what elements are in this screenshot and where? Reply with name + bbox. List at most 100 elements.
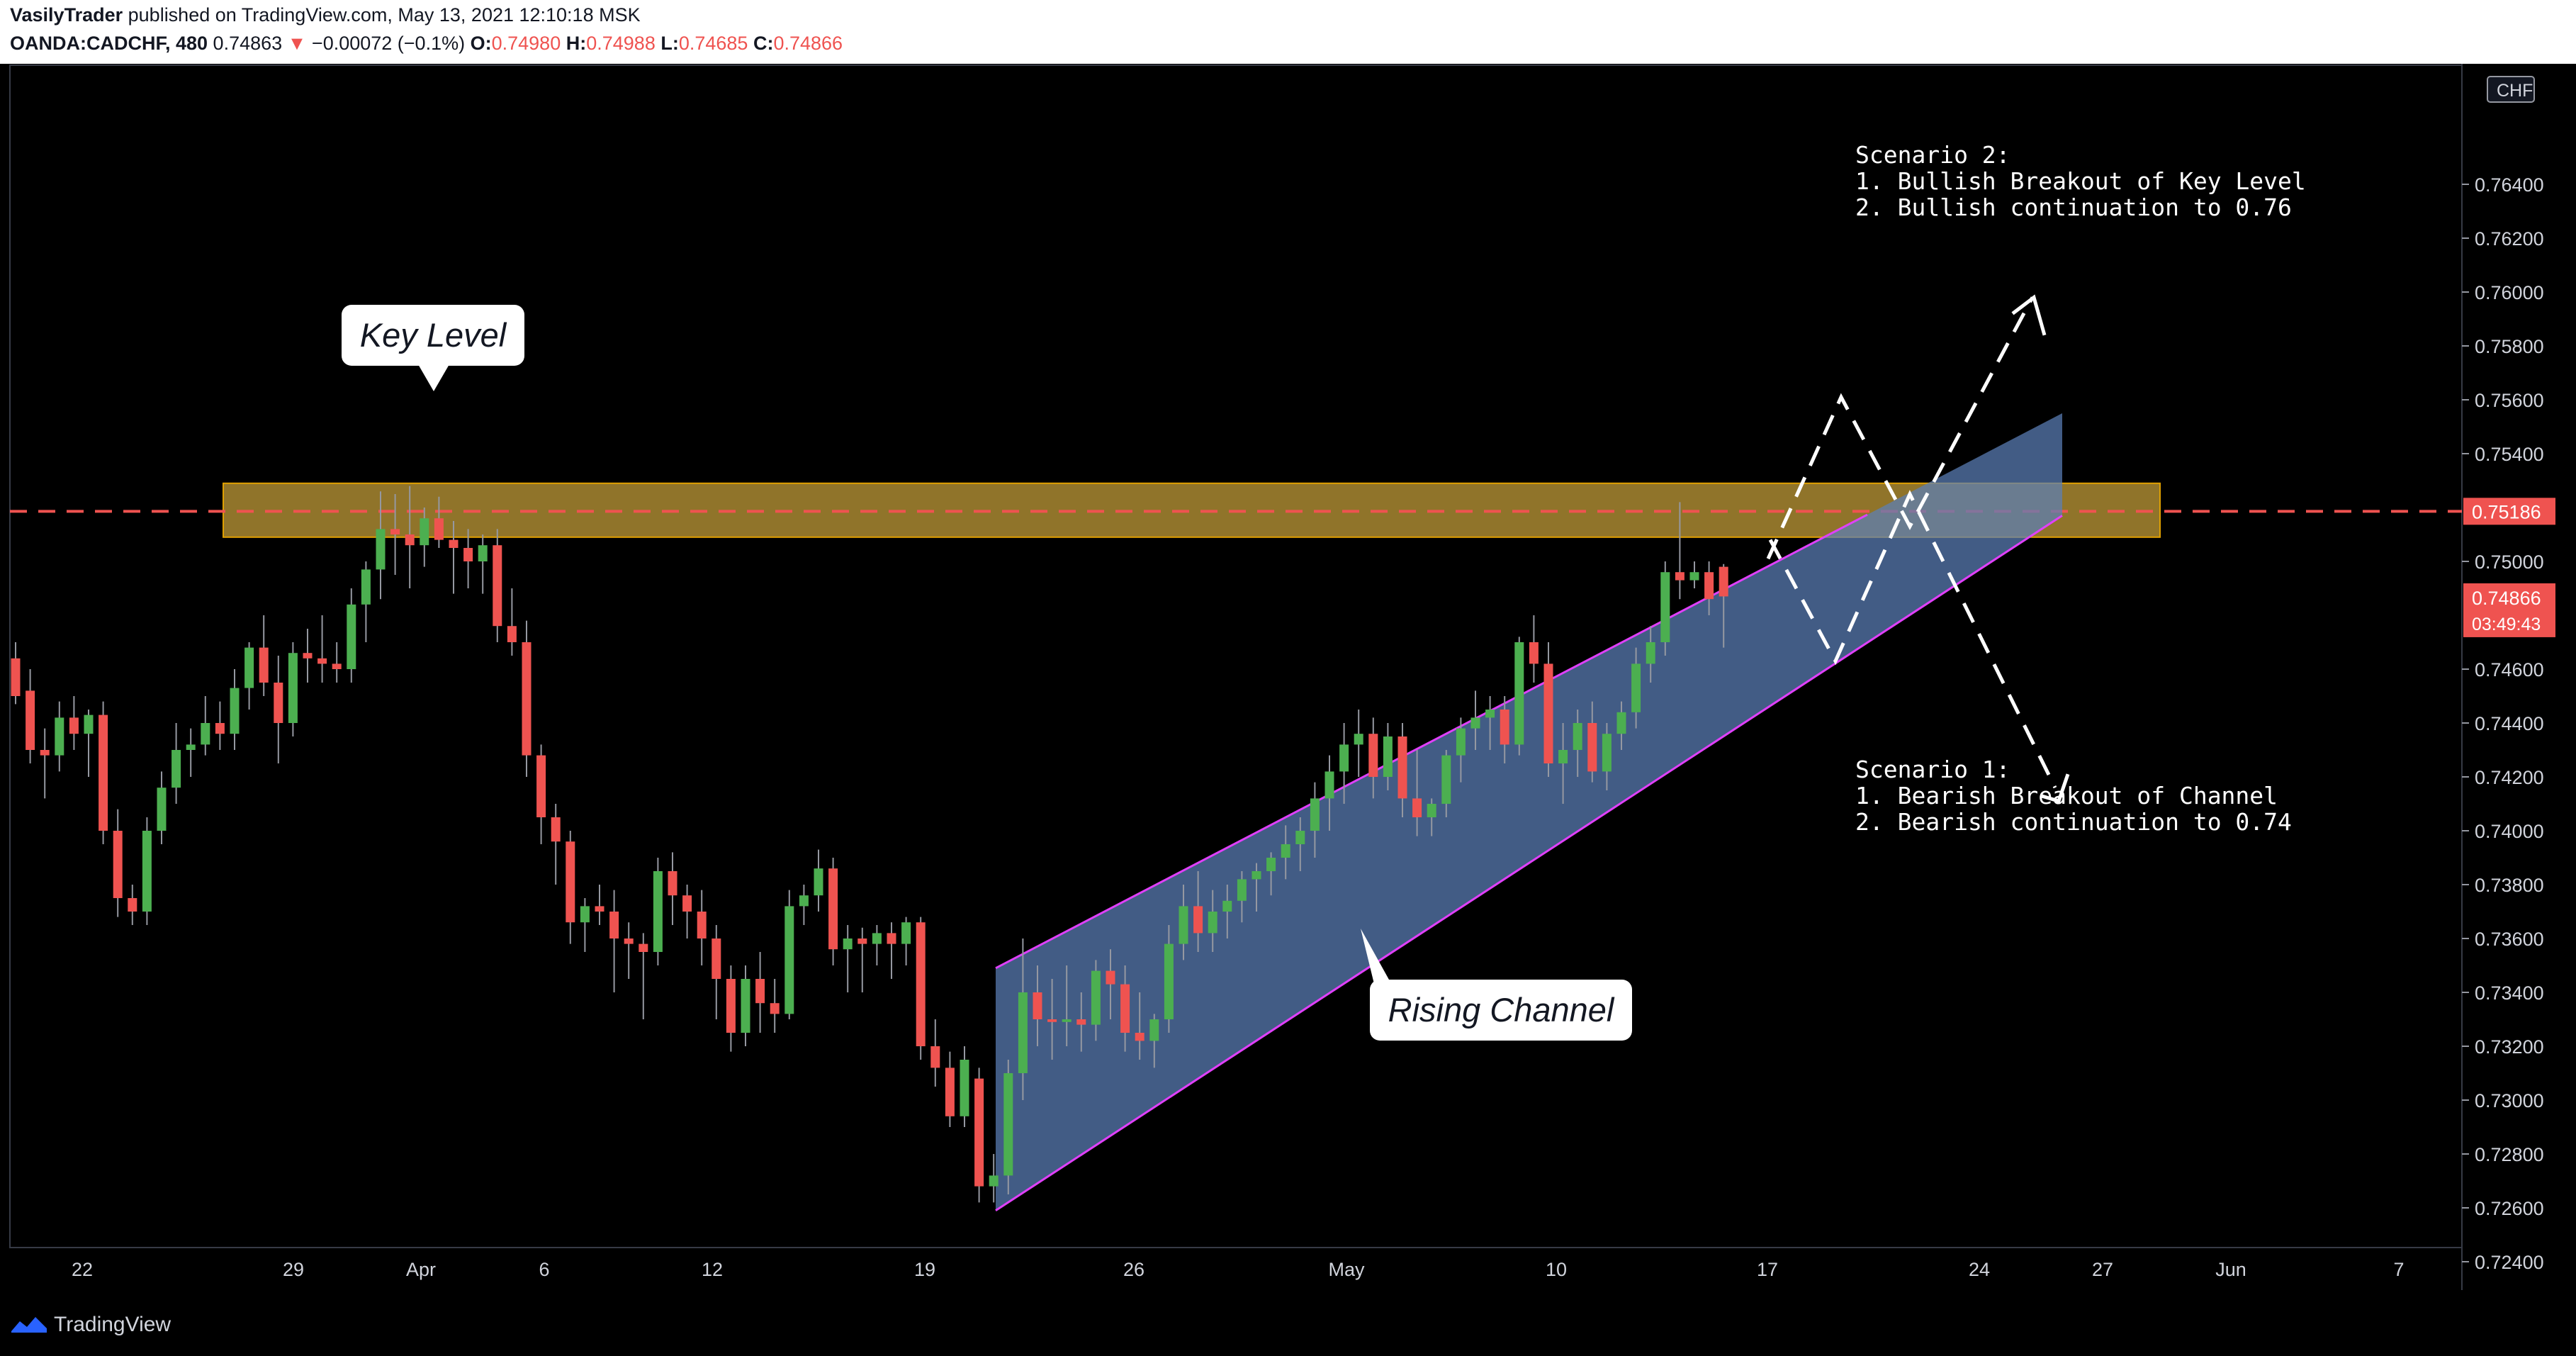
publish-date: published on TradingView.com, May 13, 20… bbox=[128, 4, 641, 26]
candle-body bbox=[1631, 663, 1641, 712]
candle-body bbox=[814, 868, 823, 896]
x-tick-label: 26 bbox=[1123, 1259, 1144, 1280]
key-level-label: Key Level bbox=[359, 316, 507, 354]
candle-body bbox=[609, 912, 619, 938]
high-value: 0.74988 bbox=[586, 33, 656, 54]
candle-body bbox=[434, 518, 444, 540]
candle-body bbox=[551, 817, 561, 842]
candle-body bbox=[1208, 912, 1217, 934]
candle-body bbox=[945, 1068, 955, 1116]
scenario-2-note: Scenario 2: 1. Bullish Breakout of Key L… bbox=[1855, 141, 2306, 221]
open-value: 0.74980 bbox=[491, 33, 561, 54]
candle-body bbox=[1354, 734, 1363, 745]
candle-body bbox=[580, 906, 590, 923]
candle-body bbox=[230, 688, 240, 734]
open-label: O: bbox=[470, 33, 492, 54]
candle-body bbox=[1324, 771, 1334, 799]
candle-body bbox=[1164, 943, 1174, 1019]
candle-body bbox=[215, 723, 225, 734]
x-tick-label: 7 bbox=[2393, 1259, 2404, 1280]
candle-body bbox=[1427, 804, 1436, 817]
chart-background bbox=[0, 64, 2576, 1290]
currency-badge-label: CHF bbox=[2497, 81, 2533, 101]
key-level-price-label: 0.75186 bbox=[2472, 501, 2541, 522]
candle-body bbox=[1558, 750, 1568, 763]
key-level-callout[interactable]: Key Level bbox=[342, 305, 524, 366]
candle-body bbox=[1106, 970, 1115, 985]
rising-channel-label: Rising Channel bbox=[1388, 991, 1614, 1029]
candle-body bbox=[843, 938, 853, 950]
candle-body bbox=[930, 1046, 940, 1068]
x-tick-label: Apr bbox=[406, 1259, 436, 1280]
candle-body bbox=[274, 683, 283, 723]
y-tick-label: 0.72800 bbox=[2475, 1144, 2544, 1165]
x-tick-label: 22 bbox=[72, 1259, 93, 1280]
candle-body bbox=[1179, 906, 1188, 944]
key-level-callout-pointer bbox=[418, 364, 449, 391]
candle-body bbox=[1529, 642, 1539, 664]
candle-body bbox=[1339, 744, 1349, 772]
candle-body bbox=[1514, 642, 1524, 745]
candle-body bbox=[1660, 572, 1670, 642]
candle-body bbox=[799, 895, 809, 907]
candle-body bbox=[449, 539, 459, 548]
price-chart[interactable]: 0.76400 0.76200 0.76000 0.75800 0.75600 0.754… bbox=[0, 64, 2576, 1290]
candle-body bbox=[201, 723, 210, 745]
candle-body bbox=[828, 868, 838, 950]
candle-body bbox=[26, 690, 35, 750]
candle-body bbox=[1076, 1019, 1086, 1025]
x-tick-label: May bbox=[1328, 1259, 1365, 1280]
candle-body bbox=[1500, 710, 1509, 745]
candle-body bbox=[463, 548, 473, 561]
candle-body bbox=[901, 922, 911, 944]
candle-body bbox=[99, 715, 108, 831]
y-tick-label: 0.73200 bbox=[2475, 1036, 2544, 1058]
low-label: L: bbox=[660, 33, 679, 54]
candle-body bbox=[682, 895, 692, 912]
y-tick-label: 0.72600 bbox=[2475, 1198, 2544, 1219]
channel-lower-line bbox=[995, 515, 2063, 1212]
y-tick-label: 0.74600 bbox=[2475, 659, 2544, 680]
candle-body bbox=[697, 912, 707, 938]
candle-body bbox=[1091, 970, 1101, 1025]
chart-header: VasilyTrader published on TradingView.co… bbox=[0, 0, 2576, 64]
candle-body bbox=[1237, 879, 1247, 901]
x-tick-label: 24 bbox=[1969, 1259, 1990, 1280]
candle-body bbox=[244, 647, 254, 688]
rising-channel-callout[interactable]: Rising Channel bbox=[1370, 980, 1632, 1041]
candle-body bbox=[1149, 1019, 1159, 1041]
author-name[interactable]: VasilyTrader bbox=[10, 4, 123, 26]
currency-badge bbox=[2487, 76, 2535, 103]
candle-body bbox=[1135, 1033, 1144, 1041]
close-value: 0.74866 bbox=[773, 33, 843, 54]
y-tick-label: 0.76400 bbox=[2475, 174, 2544, 196]
y-tick-label: 0.75400 bbox=[2475, 444, 2544, 465]
current-price-label: 0.74866 bbox=[2472, 588, 2541, 609]
down-arrow-icon: ▼ bbox=[287, 33, 307, 54]
candle-body bbox=[1675, 572, 1684, 581]
candle-body bbox=[1689, 572, 1699, 581]
tradingview-brand: TradingView bbox=[54, 1313, 171, 1336]
price-change: −0.00072 (−0.1%) bbox=[311, 33, 466, 54]
candle-body bbox=[11, 658, 21, 696]
y-tick-label: 0.76200 bbox=[2475, 228, 2544, 250]
candle-body bbox=[712, 938, 721, 979]
symbol-label[interactable]: OANDA:CADCHF, 480 bbox=[10, 33, 208, 54]
high-label: H: bbox=[566, 33, 587, 54]
candle-body bbox=[1719, 566, 1728, 597]
countdown-label: 03:49:43 bbox=[2472, 615, 2541, 634]
candle-body bbox=[1616, 712, 1626, 734]
candle-body bbox=[1441, 755, 1451, 804]
candle-body bbox=[84, 715, 94, 734]
candle-body bbox=[1383, 736, 1393, 777]
candle-body bbox=[113, 831, 123, 898]
candle-body bbox=[624, 938, 634, 944]
candle-body bbox=[1252, 871, 1261, 880]
candle-body bbox=[1573, 723, 1582, 750]
x-tick-label: 17 bbox=[1757, 1259, 1778, 1280]
last-price: 0.74863 bbox=[213, 33, 283, 54]
y-tick-label: 0.75800 bbox=[2475, 336, 2544, 357]
candle-body bbox=[347, 604, 356, 669]
x-tick-label: 19 bbox=[914, 1259, 935, 1280]
candle-body bbox=[303, 653, 313, 659]
